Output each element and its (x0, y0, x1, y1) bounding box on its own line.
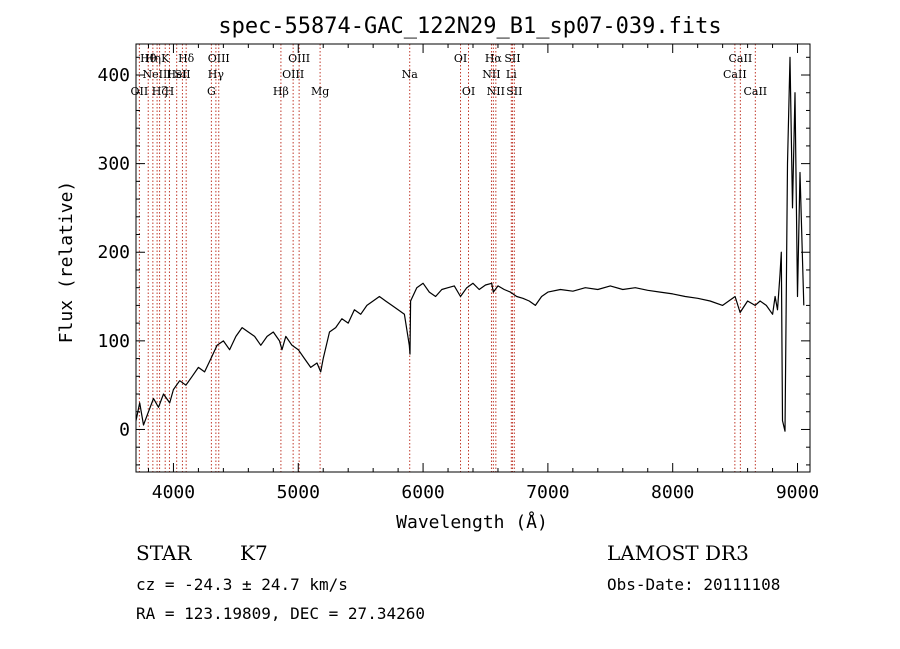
line-marker-label: OIII (288, 52, 310, 65)
line-marker-label: Hβ (273, 85, 289, 98)
axis-ticks: 4000 5000 6000 7000 8000 9000 0 100 200 300 400 (97, 44, 819, 503)
line-marker-label: Hζ (152, 85, 168, 98)
line-marker-label: Hγ (208, 68, 225, 81)
line-marker-label: HeI (166, 68, 186, 81)
x-tick-label: 9000 (776, 482, 819, 503)
object-class: STAR (136, 541, 192, 565)
y-tick-label: 100 (97, 331, 130, 352)
line-marker-label: CaII (723, 68, 747, 81)
y-axis-label: Flux (relative) (56, 181, 77, 344)
y-tick-label: 300 (97, 154, 130, 175)
line-marker-label: Hθ (140, 52, 157, 65)
line-marker-label: G (207, 85, 216, 98)
spectrum-line (136, 56, 805, 432)
x-axis-label: Wavelength (Å) (396, 511, 548, 533)
line-marker-label: Hδ (178, 52, 195, 65)
spectrum-layer (136, 56, 805, 432)
line-marker-label: Na (402, 68, 419, 81)
coordinates-info: RA = 123.19809, DEC = 27.34260 (136, 604, 425, 623)
x-tick-label: 5000 (277, 482, 320, 503)
line-marker-label: K (161, 52, 170, 65)
x-tick-label: 4000 (152, 482, 195, 503)
line-marker-label: Li (506, 68, 517, 81)
x-tick-label: 7000 (526, 482, 569, 503)
line-marker-label: CaII (729, 52, 753, 65)
line-marker-label: Hα (485, 52, 503, 65)
y-tick-label: 0 (119, 419, 130, 440)
line-marker-label: H (165, 85, 175, 98)
line-marker-label: NeIII (143, 68, 172, 81)
line-marker-label: SII (506, 85, 522, 98)
line-marker-label: SII (504, 52, 520, 65)
line-marker-label: OI (462, 85, 475, 98)
line-marker-label: NII (482, 68, 500, 81)
line-marker-label: Mg (311, 85, 329, 98)
object-subclass: K7 (240, 541, 268, 565)
chart-title: spec-55874-GAC_122N29_B1_sp07-039.fits (218, 14, 721, 39)
y-tick-label: 200 (97, 242, 130, 263)
y-tick-label: 400 (97, 65, 130, 86)
line-marker-label: OI (454, 52, 467, 65)
redshift-info: cz = -24.3 ± 24.7 km/s (136, 575, 348, 594)
line-marker-label: Hη (145, 52, 161, 65)
line-marker-label: CaII (743, 85, 767, 98)
plot-frame (135, 43, 811, 473)
line-marker-labels: OIIHθHηNeIIIHζKHHeISIIHδGHγOIIIHβOIIIOII… (131, 52, 768, 98)
line-marker-lines (138, 44, 756, 472)
x-tick-label: 6000 (401, 482, 444, 503)
line-marker-label: OII (131, 85, 149, 98)
observation-date: Obs-Date: 20111108 (607, 575, 780, 594)
x-tick-label: 8000 (651, 482, 694, 503)
line-marker-label: NII (487, 85, 505, 98)
survey-name: LAMOST DR3 (607, 541, 749, 565)
line-marker-label: OIII (208, 52, 230, 65)
line-marker-label: SII (174, 68, 190, 81)
line-marker-label: OIII (282, 68, 304, 81)
